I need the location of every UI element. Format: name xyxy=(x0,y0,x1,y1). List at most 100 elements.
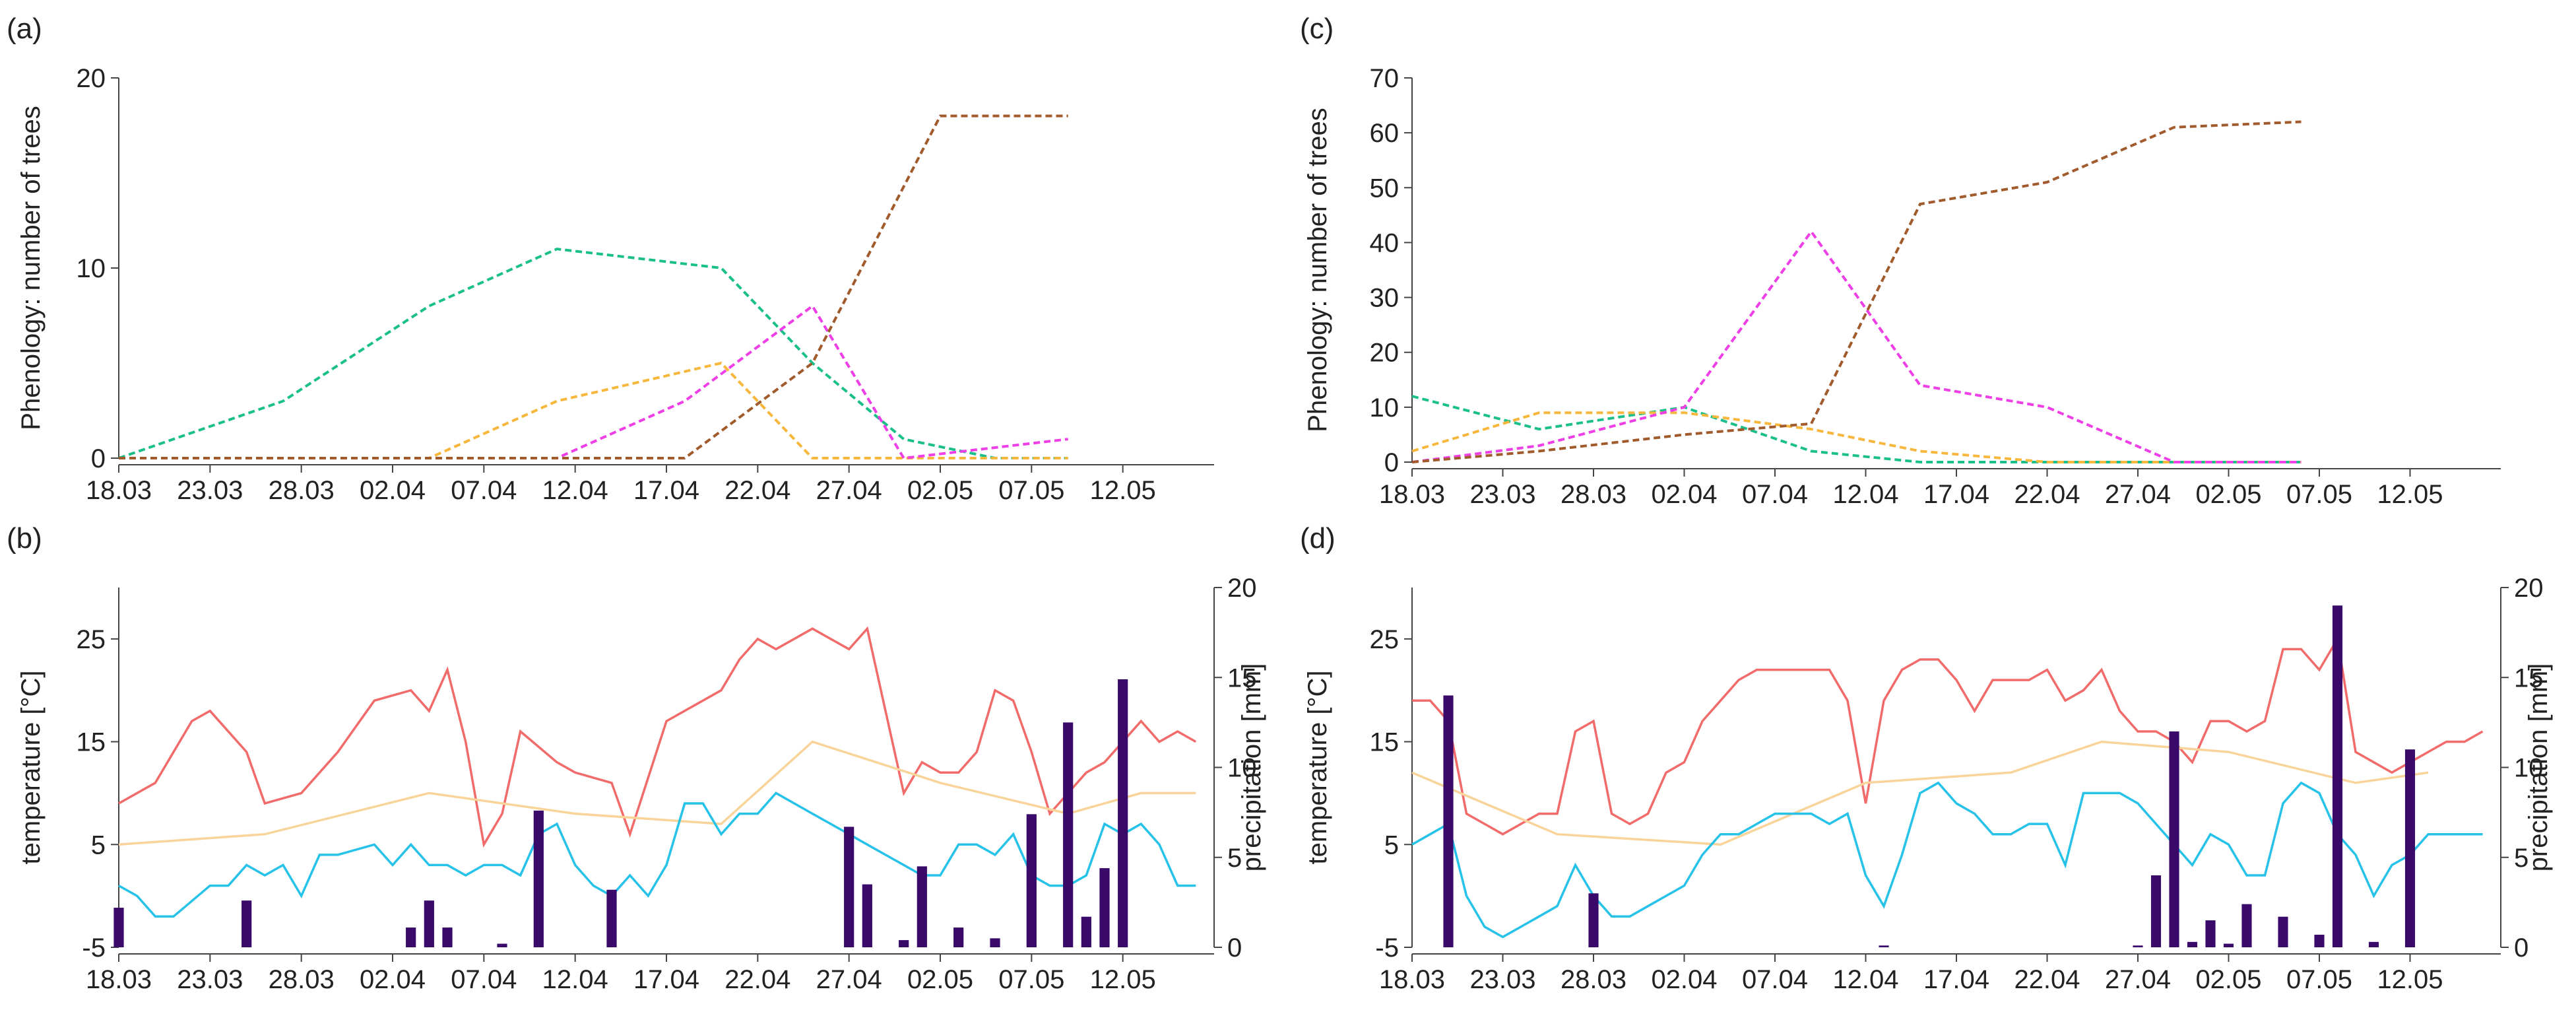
panel-letter: (d) xyxy=(1300,522,1336,555)
precipitation-bar xyxy=(1081,916,1091,947)
y-tick-label: 5 xyxy=(91,830,106,860)
x-tick-label: 28.03 xyxy=(269,965,335,994)
y-tick-label: 40 xyxy=(1370,228,1400,257)
temperature-series-line-0 xyxy=(118,626,1197,848)
x-tick-label: 27.04 xyxy=(816,476,882,505)
phenology-series-line-1 xyxy=(1411,411,2302,463)
precipitation-bar xyxy=(899,940,909,947)
x-tick-label: 07.05 xyxy=(998,965,1064,994)
x-tick-label: 07.04 xyxy=(451,965,517,994)
x-tick-label: 22.04 xyxy=(2014,965,2080,994)
panel-c: (c) 0 10 20 30 40 50 60 70 18.03 23.03 28.03 02.04 07… xyxy=(1300,13,2501,509)
precipitation-bar xyxy=(406,928,416,947)
temperature-series-line-0 xyxy=(1412,635,2484,836)
precipitation-bar xyxy=(2133,945,2143,947)
precipitation-bar xyxy=(990,938,1000,947)
y-tick-label: 0 xyxy=(1384,448,1399,477)
temperature-series-line-2 xyxy=(1411,781,2483,939)
panel-b: (b) -5 5 15 25 0 5 10 15 20 precipitation [mm] 18.0… xyxy=(7,522,1266,994)
phenology-series-line-2 xyxy=(1411,229,2302,463)
x-tick-label: 22.04 xyxy=(2014,480,2080,509)
precipitation-bar xyxy=(2278,916,2288,947)
phenology-series-line-3 xyxy=(1411,120,2302,463)
precipitation-bar xyxy=(2404,749,2416,947)
y-axis-label: temperature [°C] xyxy=(1303,671,1332,865)
x-tick-label: 23.03 xyxy=(1469,480,1535,509)
y-tick-label: 20 xyxy=(77,64,106,93)
precipitation-bar xyxy=(2332,605,2343,947)
x-tick-label: 12.05 xyxy=(1090,476,1156,505)
precipitation-bar xyxy=(1063,722,1074,947)
precipitation-bar xyxy=(1099,868,1110,947)
x-tick-label: 23.03 xyxy=(177,965,243,994)
precipitation-bar xyxy=(497,943,507,947)
x-tick-label: 18.03 xyxy=(1379,965,1445,994)
y-tick-label: 70 xyxy=(1370,64,1400,93)
y-tick-label: 25 xyxy=(77,625,106,654)
y2-tick-label: 15 xyxy=(2514,663,2544,692)
x-tick-label: 17.04 xyxy=(1923,965,1989,994)
y-tick-label: 15 xyxy=(77,728,106,757)
panel-d: (d) -5 5 15 25 0 5 10 15 20 precipitation [mm] 18.0… xyxy=(1300,522,2553,994)
y-tick-label: -5 xyxy=(82,933,106,962)
y-axis-label: Phenology: number of trees xyxy=(1303,108,1332,432)
y2-tick-label: 10 xyxy=(2514,754,2544,783)
y-tick-label: 30 xyxy=(1370,284,1400,313)
phenology-series-line-2 xyxy=(119,304,1068,460)
temperature-series-line-1 xyxy=(118,740,1196,846)
precipitation-bar xyxy=(917,866,927,947)
precipitation-bar xyxy=(1118,679,1128,947)
precipitation-bar xyxy=(2241,904,2252,947)
x-tick-label: 28.03 xyxy=(1561,480,1626,509)
temperature-series-line-1 xyxy=(1411,740,2429,846)
precipitation-bar xyxy=(1443,695,1454,947)
x-tick-label: 18.03 xyxy=(86,476,152,505)
precipitation-bar xyxy=(862,884,872,947)
x-tick-label: 27.04 xyxy=(816,965,882,994)
precipitation-bar xyxy=(1026,814,1037,947)
x-tick-label: 17.04 xyxy=(633,476,699,505)
precipitation-bar xyxy=(844,826,854,947)
precipitation-bar xyxy=(2314,934,2325,947)
x-tick-label: 12.04 xyxy=(542,476,608,505)
x-tick-label: 17.04 xyxy=(1923,480,1989,509)
y-tick-label: 5 xyxy=(1384,830,1399,860)
y-axis-label: Phenology: number of trees xyxy=(16,106,46,430)
x-tick-label: 12.05 xyxy=(1090,965,1156,994)
panel-letter: (b) xyxy=(7,522,42,555)
x-tick-label: 23.03 xyxy=(1469,965,1535,994)
y2-tick-label: 0 xyxy=(2514,933,2528,962)
phenology-series-line-0 xyxy=(1411,395,2302,463)
y-tick-label: 0 xyxy=(91,444,106,473)
precipitation-bar xyxy=(1879,945,1889,947)
y-tick-label: 10 xyxy=(77,254,106,283)
x-tick-label: 07.05 xyxy=(2286,480,2352,509)
x-tick-label: 27.04 xyxy=(2105,480,2171,509)
precipitation-bar xyxy=(242,900,252,947)
x-tick-label: 27.04 xyxy=(2105,965,2171,994)
y-tick-label: 10 xyxy=(1370,393,1400,422)
x-tick-label: 22.04 xyxy=(724,476,790,505)
precipitation-bar xyxy=(424,900,434,947)
x-tick-label: 02.04 xyxy=(360,476,426,505)
x-tick-label: 02.05 xyxy=(907,965,973,994)
y2-tick-label: 5 xyxy=(2514,844,2528,873)
x-tick-label: 18.03 xyxy=(1379,480,1445,509)
x-tick-label: 07.04 xyxy=(1742,480,1808,509)
precipitation-bar xyxy=(442,928,453,947)
x-tick-label: 02.04 xyxy=(1651,965,1717,994)
x-tick-label: 28.03 xyxy=(269,476,335,505)
x-tick-label: 02.04 xyxy=(360,965,426,994)
x-tick-label: 02.05 xyxy=(2195,480,2261,509)
y-tick-label: 15 xyxy=(1370,728,1400,757)
precipitation-bar xyxy=(2187,941,2198,947)
x-tick-label: 07.04 xyxy=(1742,965,1808,994)
precipitation-bar xyxy=(606,889,617,947)
y2-axis-label: precipitation [mm] xyxy=(2524,663,2553,872)
x-tick-label: 22.04 xyxy=(724,965,790,994)
precipitation-bar xyxy=(953,928,964,947)
y-tick-label: 60 xyxy=(1370,119,1400,148)
y2-tick-label: 20 xyxy=(2514,574,2544,603)
panel-letter: (a) xyxy=(7,13,42,45)
